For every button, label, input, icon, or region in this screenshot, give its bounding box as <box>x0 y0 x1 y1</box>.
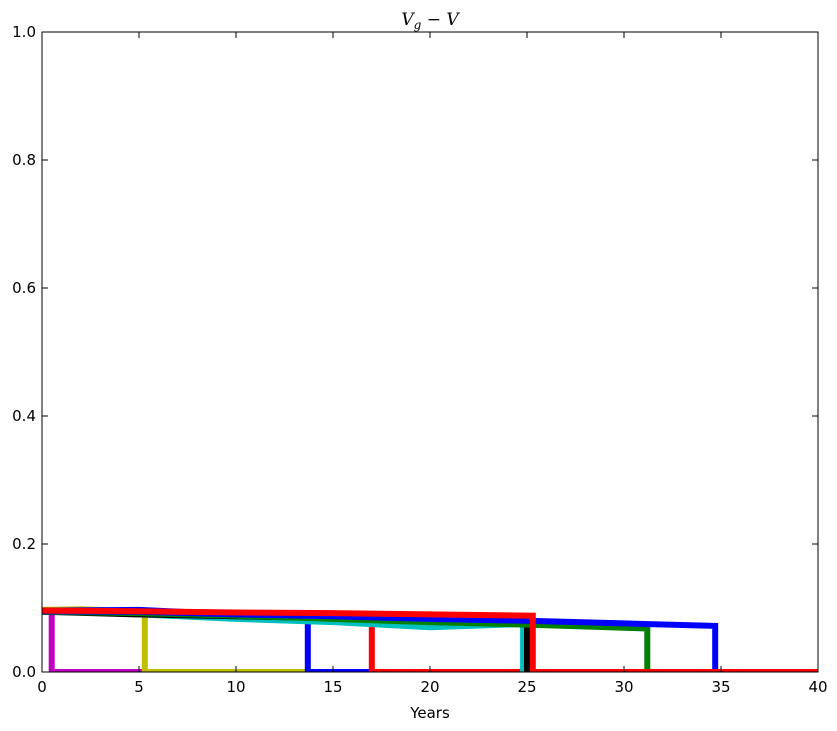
y-tick-label: 0.0 <box>12 663 36 681</box>
y-tick-label: 0.4 <box>12 407 36 425</box>
y-tick-label: 0.6 <box>12 279 36 297</box>
x-tick-label: 10 <box>226 678 245 696</box>
chart-title: Vg − V <box>401 10 460 32</box>
title-part-sub: g <box>414 18 422 32</box>
plot-area <box>42 32 818 672</box>
ticks-layer: 0 5 10 15 20 25 30 35 40 0.0 0.2 0.4 0.6 0.8 1.0 <box>12 23 827 696</box>
y-tick-label: 0.2 <box>12 535 36 553</box>
series-layer <box>42 606 818 672</box>
x-tick-label: 5 <box>134 678 144 696</box>
x-tick-label: 20 <box>420 678 439 696</box>
x-tick-label: 15 <box>323 678 342 696</box>
x-tick-label: 40 <box>808 678 827 696</box>
x-tick-label: 35 <box>711 678 730 696</box>
title-part-rest: − V <box>421 10 460 30</box>
x-tick-label: 30 <box>614 678 633 696</box>
y-tick-label: 0.8 <box>12 151 36 169</box>
title-part-base: V <box>401 10 415 30</box>
y-tick-label: 1.0 <box>12 23 36 41</box>
x-tick-label: 25 <box>517 678 536 696</box>
x-axis-label: Years <box>409 704 450 722</box>
series-line-9 <box>42 607 818 672</box>
x-tick-label: 0 <box>37 678 47 696</box>
